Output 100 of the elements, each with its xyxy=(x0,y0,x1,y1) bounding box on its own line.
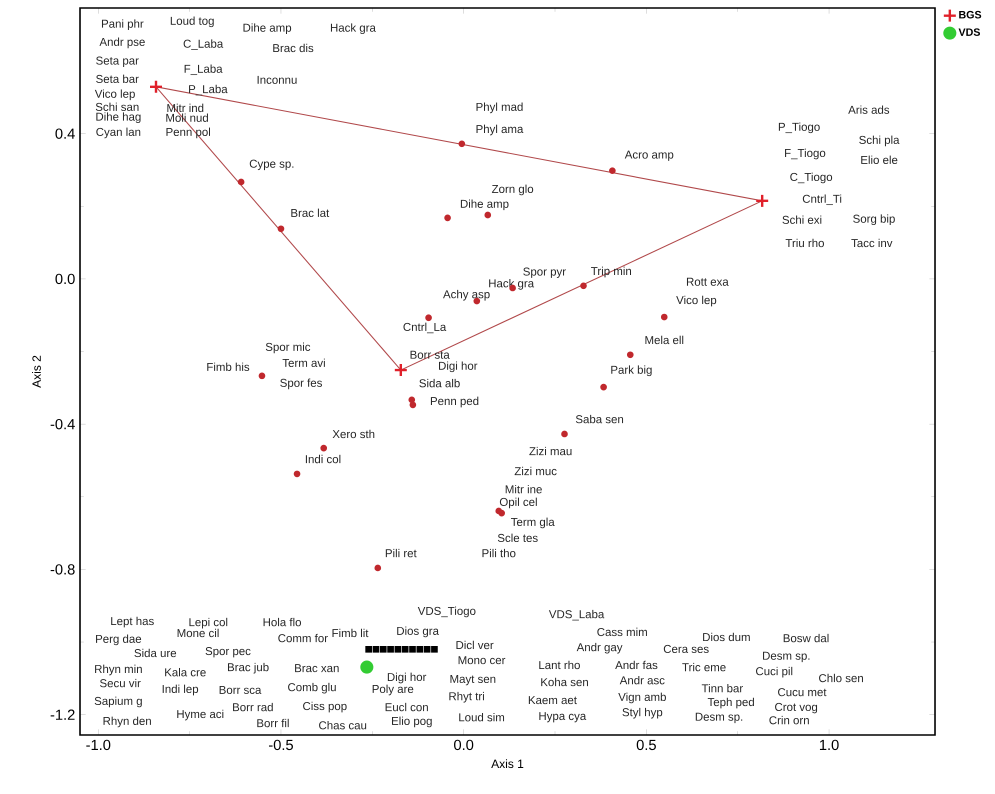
annotation: F_Tiogo xyxy=(785,148,826,160)
annotation: Seta bar xyxy=(96,74,139,84)
annotation: VDS_Tiogo xyxy=(418,606,476,618)
y-tick-label: 0.4 xyxy=(55,128,75,139)
annotation: F_Laba xyxy=(184,64,223,76)
annotation: Andr fas xyxy=(615,660,658,670)
annotation: Pili tho xyxy=(482,548,516,558)
annotation: P_Tiogo xyxy=(778,122,820,134)
annotation: Brac jub xyxy=(228,662,269,674)
annotation: Hola flo xyxy=(264,618,302,626)
annotation: Indi lep xyxy=(162,684,198,696)
annotation: Dicl ver xyxy=(456,640,494,650)
annotation: Zizi mau xyxy=(529,446,572,456)
annotation: Trip min xyxy=(591,266,632,278)
annotation: Elio ele xyxy=(861,156,898,164)
annotation: Seta par xyxy=(96,56,139,67)
annotation: Tric eme xyxy=(682,662,726,672)
annotation: Mono cer xyxy=(458,656,506,664)
annotation: Mela ell xyxy=(645,336,684,344)
y-tick-label: -0.4 xyxy=(50,418,75,430)
annotation: Andr pse xyxy=(99,38,145,48)
annotation: Brac dis xyxy=(273,44,314,52)
annotation: Chas cau xyxy=(319,720,366,730)
annotation: Comb glu xyxy=(288,682,336,694)
annotation: P_Laba xyxy=(189,84,228,96)
annotation: Spor fes xyxy=(280,378,322,390)
annotation: Desm sp. xyxy=(763,652,810,662)
annotation: Zizi muc xyxy=(514,466,557,476)
annotation: Cera ses xyxy=(664,644,709,653)
annotation: Hack gra xyxy=(330,23,376,34)
annotation: Lept has xyxy=(111,616,154,628)
annotation: Sida ure xyxy=(134,648,176,658)
annotation: Mayt sen xyxy=(450,675,496,686)
annotation: C_Tiogo xyxy=(790,172,832,184)
annotation: Comm for xyxy=(278,634,328,642)
x-tick-label: 0.0 xyxy=(454,740,474,750)
annotation: Cuci pil xyxy=(756,666,792,678)
annotation: Dios gra xyxy=(397,626,439,638)
x-tick-label: 0.5 xyxy=(636,740,656,750)
annotation: Penn pol xyxy=(166,128,210,138)
annotation: Mitr ine xyxy=(506,484,542,494)
annotation: Borr rad xyxy=(233,702,273,712)
annotation: Hypa cya xyxy=(539,712,586,722)
annotation: Sorg bip xyxy=(853,214,895,226)
annotation: Brac lat xyxy=(291,208,330,218)
annotation: Andr asc xyxy=(620,676,665,684)
annotation: Chlo sen xyxy=(819,674,863,682)
annotation: Spor pyr xyxy=(523,268,566,278)
annotation: Secu vir xyxy=(100,678,141,688)
annotation: Vign amb xyxy=(618,692,666,704)
annotation: Poly are xyxy=(372,684,414,696)
annotation: Loud sim xyxy=(459,713,504,722)
annotation: Achy asp xyxy=(443,290,490,301)
x-tick-label: -1.0 xyxy=(86,740,110,750)
annotation: Hack gra xyxy=(489,279,534,290)
annotation: Schi pla xyxy=(859,136,900,146)
annotation: Hyme aci xyxy=(177,710,224,720)
annotation: Bosw dal xyxy=(784,634,829,642)
legend-label: VDS xyxy=(958,28,980,36)
x-axis-title: Axis 1 xyxy=(491,759,524,768)
annotation: Dios dum xyxy=(703,632,750,642)
annotation: Tinn bar xyxy=(702,684,743,692)
y-tick-label: -0.8 xyxy=(50,564,75,575)
annotation: Dihe amp xyxy=(460,199,509,210)
annotation: Acro amp xyxy=(624,150,674,161)
annotation: Sapium g xyxy=(94,696,142,708)
annotation: Sida alb xyxy=(419,378,460,388)
annotation: Crot vog xyxy=(775,702,818,714)
annotation: Pani phr xyxy=(102,19,144,30)
annotation: Cass mim xyxy=(597,628,647,636)
annotation: Inconnu xyxy=(258,76,297,84)
legend-label: BGS xyxy=(959,10,982,18)
y-tick-label: 0.0 xyxy=(55,274,75,284)
annotation: Triu rho xyxy=(786,238,824,248)
annotation: Crin orn xyxy=(769,716,809,724)
annotation: Lepi col xyxy=(189,618,228,628)
annotation: Perg dae xyxy=(96,634,142,646)
annotation: Andr gay xyxy=(576,642,622,654)
x-tick-label: -0.5 xyxy=(268,740,293,750)
annotation: Scle tes xyxy=(498,534,538,542)
annotation: Indi col xyxy=(306,454,340,464)
annotation: Spor pec xyxy=(206,647,251,658)
annotation: Pili ret xyxy=(386,548,417,558)
annotation: C_Laba xyxy=(184,39,224,50)
y-tick-label: -1.2 xyxy=(50,710,75,720)
annotation: Schi exi xyxy=(782,216,822,224)
annotation: Cntrl_La xyxy=(403,322,446,334)
annotation: Kala cre xyxy=(165,668,206,676)
annotation: Park big xyxy=(611,365,652,376)
annotation: Term avi xyxy=(282,358,325,367)
annotation: Cype sp. xyxy=(250,160,294,170)
annotation: Loud tog xyxy=(170,16,214,28)
annotation: Digi hor xyxy=(388,672,426,684)
annotation: Borr fil xyxy=(257,718,289,728)
annotation: Kaem aet xyxy=(528,696,577,704)
annotation: Rhyt tri xyxy=(449,692,484,703)
y-axis-title: Axis 2 xyxy=(32,356,41,388)
annotation: Phyl ama xyxy=(476,124,524,136)
annotation: Spor mic xyxy=(266,342,310,354)
annotation: Elio pog xyxy=(392,716,432,728)
